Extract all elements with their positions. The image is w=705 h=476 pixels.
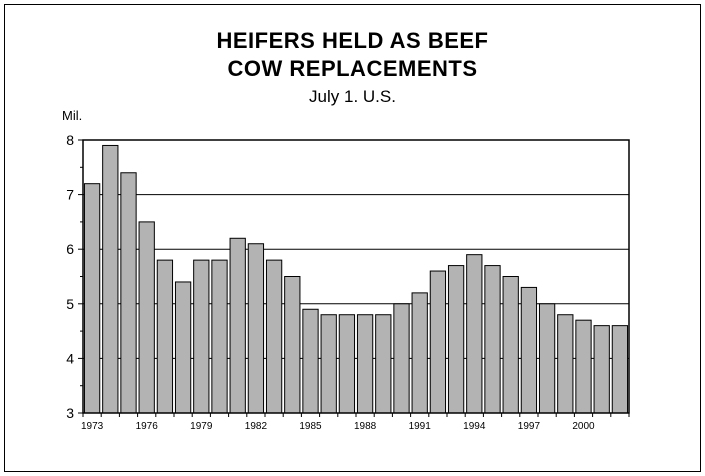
bar-1990 (393, 303, 410, 414)
x-tick-label: 1979 (190, 421, 213, 432)
x-tick-label: 1997 (518, 421, 541, 432)
bar-2002 (611, 325, 629, 414)
bar-1988 (356, 314, 374, 414)
bar-1986 (320, 314, 337, 414)
y-tick-label: 5 (66, 296, 74, 312)
bar-1999 (557, 314, 574, 414)
x-tick-label: 1976 (136, 421, 159, 432)
x-tick-label: 1994 (463, 421, 486, 432)
bar-2001 (593, 325, 610, 414)
bar-1980 (211, 259, 228, 414)
bar-1987 (338, 314, 356, 414)
bar-1989 (375, 314, 392, 414)
x-tick-label: 1982 (245, 421, 268, 432)
chart-subtitle: July 1. U.S. (309, 87, 396, 106)
y-axis-unit-label: Mil. (62, 108, 83, 123)
bar-1994 (466, 254, 483, 414)
x-tick-label: 2000 (572, 421, 595, 432)
bar-1997 (520, 286, 538, 414)
bar-1995 (484, 265, 501, 414)
y-tick-label: 4 (66, 350, 74, 366)
bar-1991 (411, 292, 428, 414)
bar-1983 (265, 259, 283, 414)
bar-1979 (193, 259, 210, 414)
bar-1974 (102, 144, 119, 414)
bar-1982 (247, 243, 265, 414)
bar-1998 (538, 303, 556, 414)
bar-2000 (575, 319, 592, 414)
bar-1996 (502, 276, 519, 414)
x-tick-label: 1991 (409, 421, 432, 432)
x-tick-label: 1988 (354, 421, 377, 432)
bar-1993 (447, 265, 465, 414)
y-tick-label: 7 (66, 187, 74, 203)
bar-1978 (174, 281, 192, 414)
bar-1976 (138, 221, 155, 414)
bar-1984 (284, 276, 301, 414)
bar-1981 (229, 237, 246, 414)
bar-1992 (429, 270, 447, 414)
y-tick-label: 3 (66, 405, 74, 421)
bar-1975 (120, 172, 137, 414)
chart-title-line2: COW REPLACEMENTS (227, 56, 478, 81)
chart-title: HEIFERS HELD AS BEEF (216, 28, 489, 53)
x-tick-label: 1985 (299, 421, 322, 432)
y-tick-label: 6 (66, 241, 74, 257)
x-tick-label: 1973 (81, 421, 104, 432)
y-tick-label: 8 (66, 132, 74, 148)
bar-1973 (83, 183, 101, 414)
bar-1985 (302, 308, 319, 414)
bar-1977 (156, 259, 174, 414)
